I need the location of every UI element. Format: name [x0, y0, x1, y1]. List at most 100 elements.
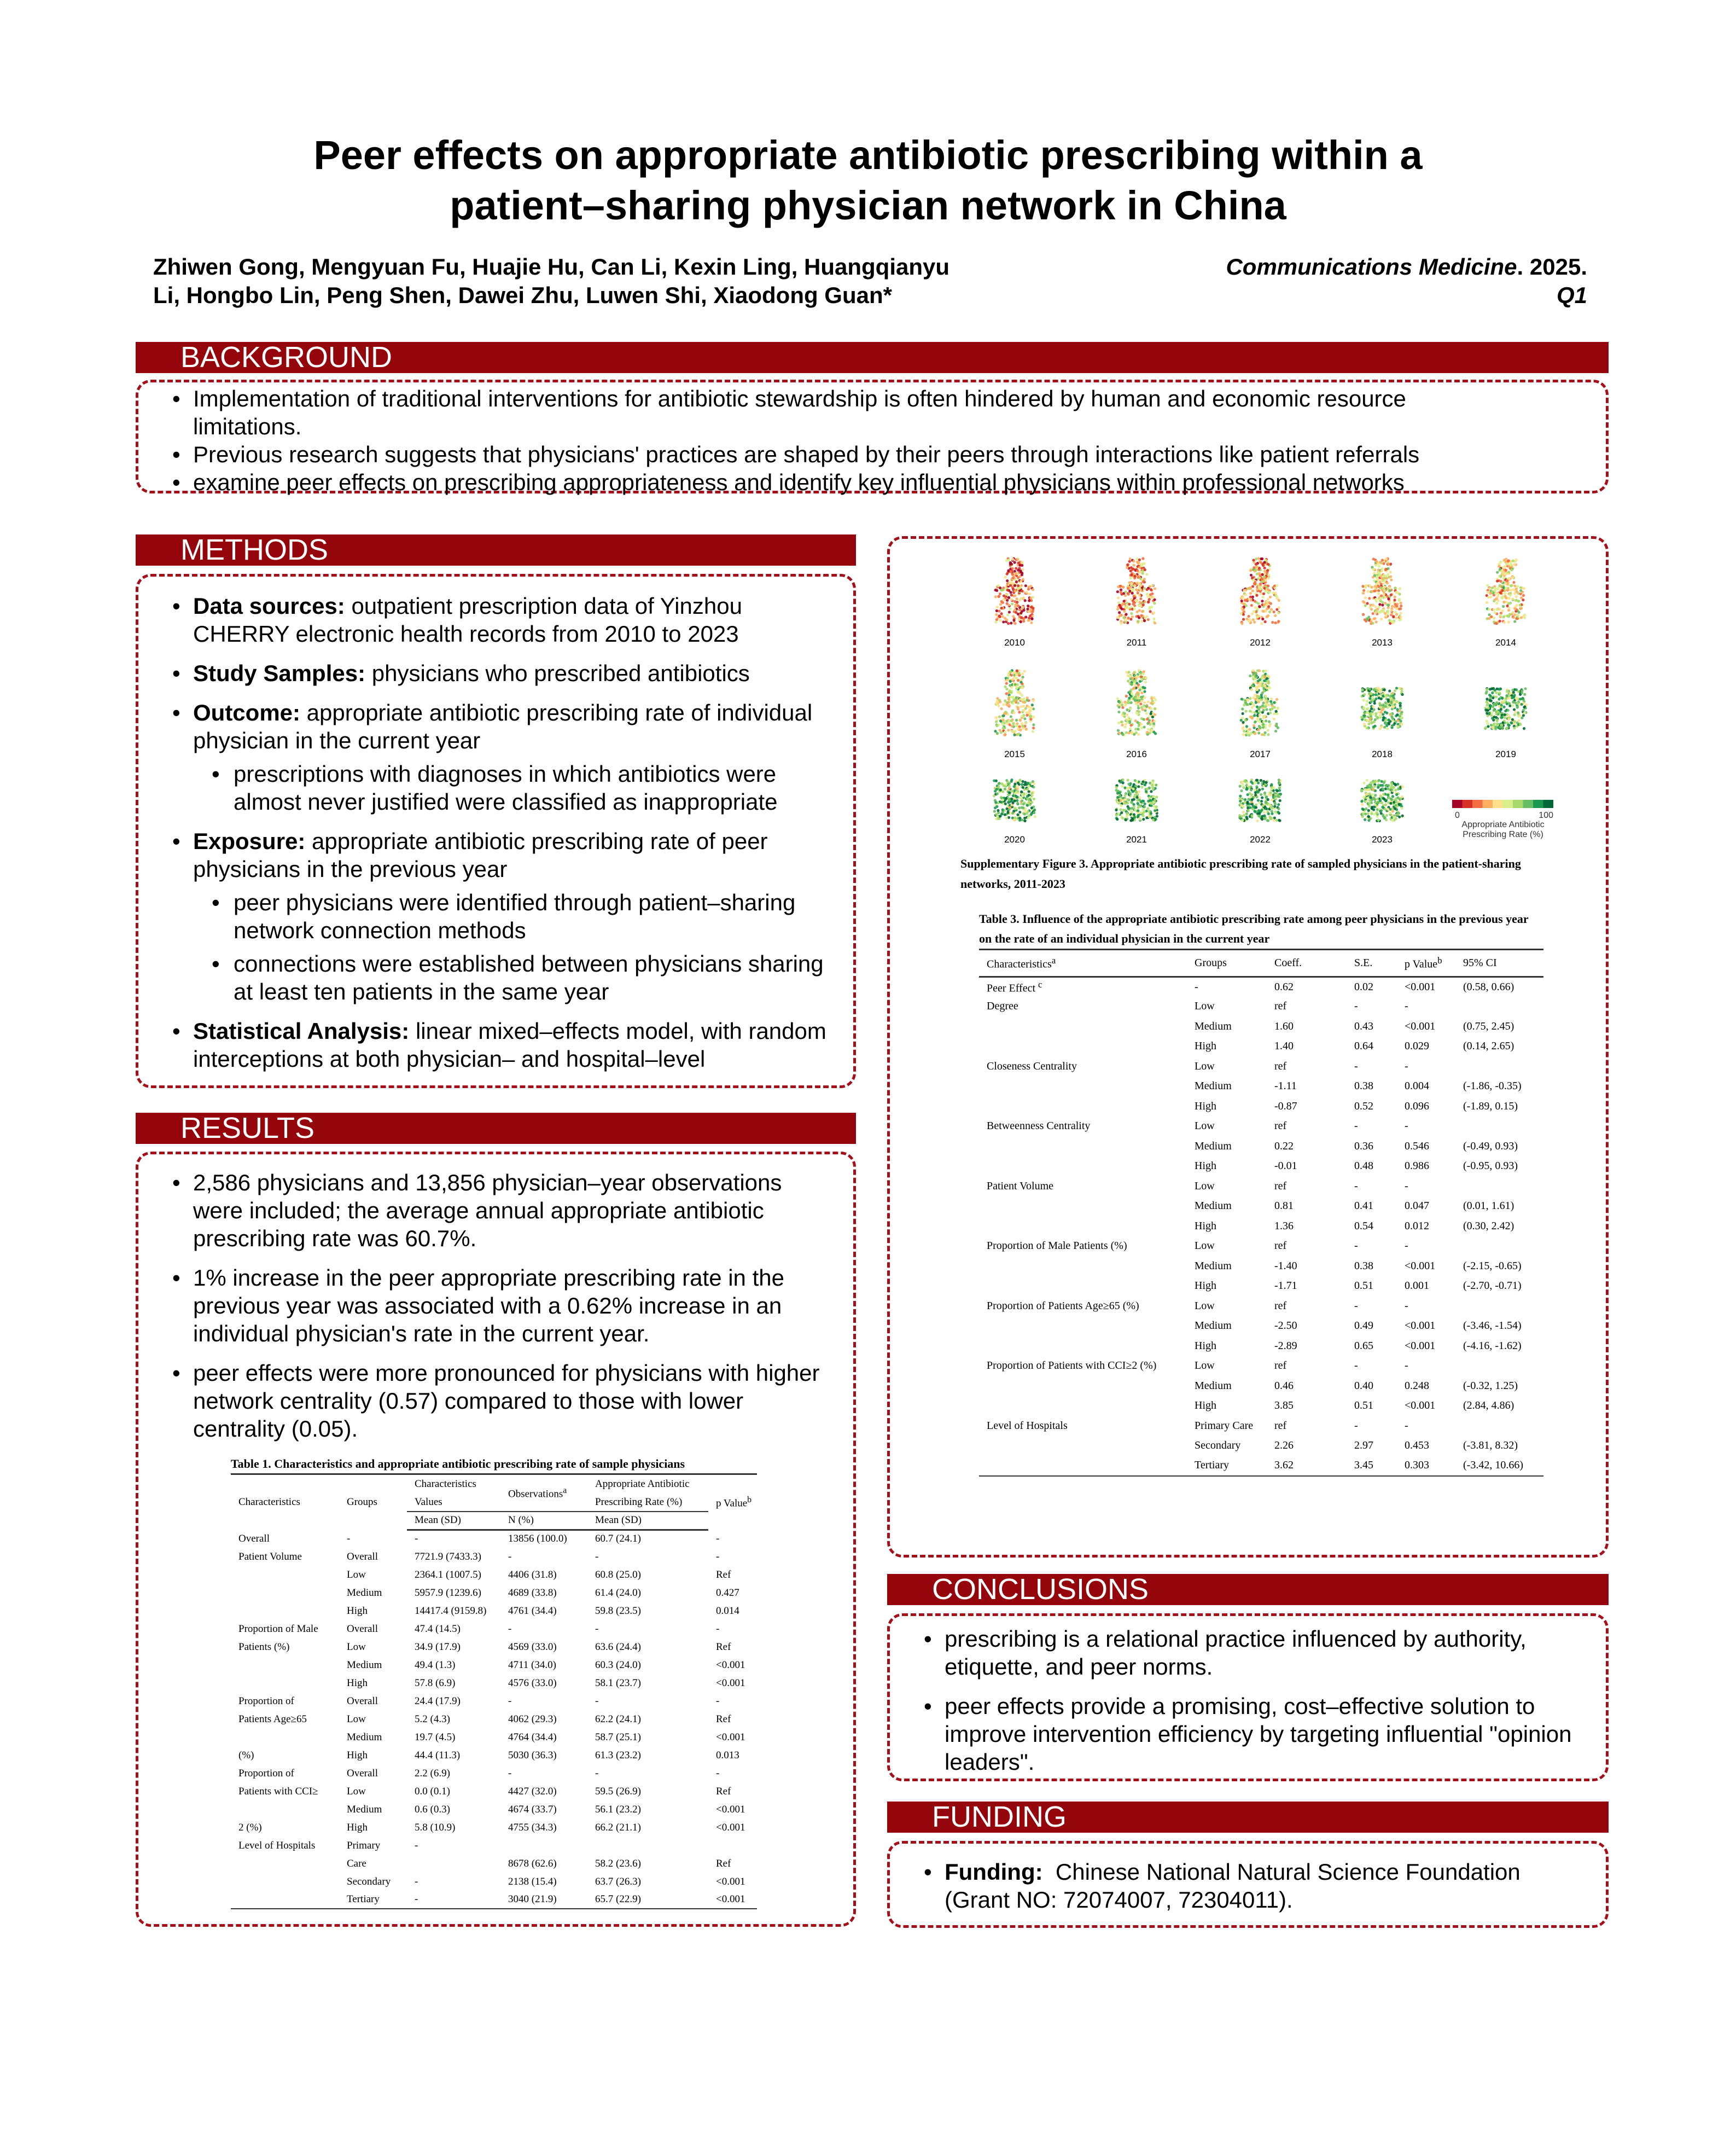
network-node [1141, 708, 1144, 711]
network-node [1248, 597, 1251, 601]
table-cell: - [1405, 1359, 1408, 1372]
network-node [1132, 805, 1135, 809]
network-node [1257, 728, 1260, 731]
network-node [1499, 614, 1502, 617]
network-node [1001, 588, 1005, 591]
network-node [1499, 574, 1503, 578]
network-node [1379, 596, 1383, 600]
table-cell: (0.58, 0.66) [1463, 980, 1514, 993]
network-node [1014, 572, 1017, 575]
network-node [1138, 796, 1141, 799]
network-node [1277, 810, 1280, 814]
header-label: p Value [1405, 958, 1438, 971]
network-node [999, 603, 1003, 606]
network-node [1390, 715, 1394, 718]
network-node [1262, 708, 1265, 712]
network-node [1015, 597, 1018, 601]
network-node [1395, 613, 1399, 616]
network-node [1382, 574, 1385, 577]
network-node [1373, 701, 1376, 705]
network-node [1365, 584, 1368, 587]
table-cell [979, 1037, 1187, 1057]
network-node [1373, 798, 1377, 801]
table-cell: - [1405, 1419, 1408, 1432]
table-cell: (-0.95, 0.93) [1463, 1160, 1518, 1172]
network-node [1370, 707, 1373, 711]
network-node [1398, 815, 1401, 818]
network-node [1128, 690, 1132, 694]
network-node [1519, 607, 1523, 610]
network-node [1368, 804, 1371, 808]
network-node [1028, 712, 1032, 716]
table-cell: Secondary [1195, 1439, 1241, 1452]
network-node [1385, 813, 1389, 817]
network-node [1363, 711, 1366, 714]
network-node [1255, 705, 1259, 708]
network-node [1258, 801, 1261, 805]
table-cell [231, 1728, 339, 1746]
network-node [1022, 708, 1026, 712]
table-row: Medium 0.46 0.40 0.248 (-0.32, 1.25) [979, 1376, 1543, 1396]
table-cell: 4427 (32.0) [508, 1785, 557, 1797]
table-cell: 5030 (36.3) [508, 1749, 557, 1761]
observations-sup: a [563, 1485, 567, 1495]
network-node [1030, 703, 1034, 707]
network-node [1255, 778, 1258, 782]
table-cell: 0.248 [1405, 1379, 1429, 1392]
network-node [1495, 597, 1498, 600]
network-node [1392, 620, 1396, 624]
network-node [1367, 707, 1370, 710]
network-node [1127, 807, 1130, 810]
table-cell: <0.001 [1405, 980, 1436, 993]
network-node [1382, 797, 1385, 800]
network-node [1378, 580, 1382, 584]
network-node [1512, 701, 1515, 704]
network-node [1143, 725, 1146, 729]
table-cell: <0.001 [1405, 1259, 1436, 1272]
table-cell: 5.2 (4.3) [415, 1713, 450, 1725]
network-node [1263, 566, 1266, 570]
network-node [1155, 805, 1158, 809]
network-node [1499, 579, 1502, 583]
table-cell: 59.8 (23.5) [595, 1605, 641, 1617]
network-node [1149, 799, 1152, 802]
network-node [1492, 705, 1495, 708]
network-node [1140, 726, 1144, 729]
table-cell: ref [1274, 1419, 1287, 1432]
table-row: High 3.85 0.51 <0.001 (2.84, 4.86) [979, 1396, 1543, 1416]
table-cell: Low [1195, 1179, 1215, 1192]
table-cell: Proportion of Male Patients (%) [987, 1240, 1127, 1252]
network-node [1031, 730, 1034, 733]
network-node [1398, 725, 1402, 728]
network-node [1020, 571, 1023, 574]
network-node [1256, 688, 1259, 692]
network-node [1147, 719, 1151, 722]
table-cell: - [716, 1550, 720, 1562]
network-node [1134, 598, 1138, 602]
network-node [1262, 687, 1266, 690]
network-node [1151, 592, 1154, 595]
network-node [1257, 572, 1261, 575]
table-cell: (0.30, 2.42) [1463, 1219, 1514, 1232]
network-node [1268, 590, 1271, 594]
network-node [1007, 698, 1010, 701]
table-cell: 0.0 (0.1) [415, 1785, 450, 1797]
network-node [1138, 669, 1141, 672]
network-node [1494, 716, 1498, 719]
network-node [1372, 567, 1375, 571]
table-cell: - [1354, 1299, 1358, 1312]
network-node [1506, 689, 1509, 693]
network-node [1392, 615, 1395, 619]
network-node [1121, 816, 1125, 820]
network-node [1136, 811, 1139, 815]
network-node [1132, 787, 1135, 791]
network-node [1146, 717, 1149, 721]
network-node [1514, 595, 1518, 598]
network-node [1016, 558, 1019, 561]
network-node [1129, 569, 1132, 573]
network-node [1251, 669, 1255, 672]
network-node [1017, 587, 1021, 590]
network-node [1266, 819, 1269, 822]
network-node [1017, 584, 1020, 588]
